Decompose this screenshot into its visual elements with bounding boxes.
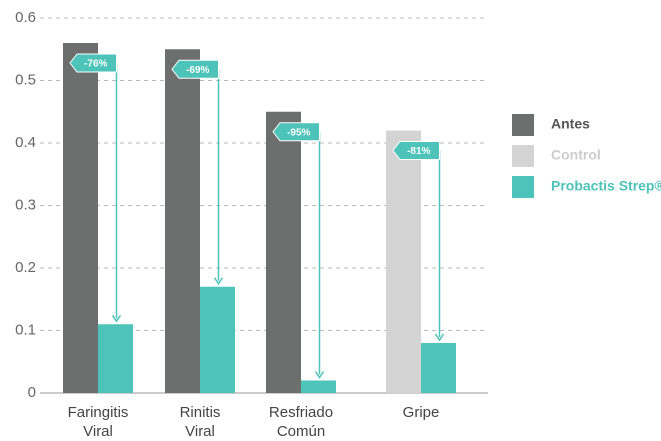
- bar: [200, 286, 235, 393]
- annotation: -95%: [287, 127, 310, 138]
- legend-swatch: [512, 145, 534, 167]
- y-tick-label: 0.1: [15, 321, 36, 338]
- arrow-head: [213, 277, 224, 286]
- arrow-head: [111, 314, 122, 323]
- annotation: -81%: [407, 146, 430, 157]
- x-tick-label: Rinitis Viral: [180, 404, 221, 440]
- x-tick-label: Faringitis Viral: [68, 404, 129, 440]
- bar: [165, 49, 200, 393]
- legend-swatch: [512, 114, 534, 136]
- annotation-tag: [171, 59, 219, 79]
- bar: [301, 380, 336, 393]
- y-tick-label: 0.4: [15, 134, 36, 151]
- x-tick-label: Gripe: [403, 404, 440, 421]
- annotation-tag: [272, 122, 320, 142]
- legend-label: Antes: [551, 116, 590, 132]
- bar: [266, 111, 301, 393]
- annotation: -76%: [84, 59, 107, 70]
- annotation: -69%: [186, 65, 209, 76]
- legend-label: Probactis Strep®: [551, 178, 661, 194]
- y-tick-label: 0.3: [15, 196, 36, 213]
- bar: [421, 343, 456, 393]
- y-tick-label: 0.5: [15, 71, 36, 88]
- bar: [63, 43, 98, 393]
- legend-label: Control: [551, 147, 601, 163]
- arrow-head: [434, 333, 445, 342]
- y-tick-label: 0.6: [15, 9, 36, 26]
- arrow-head: [314, 371, 325, 379]
- y-tick-label: 0: [28, 384, 36, 401]
- x-tick-label: Resfriado Común: [269, 404, 333, 440]
- bar: [98, 324, 133, 393]
- annotation-tag: [69, 53, 117, 73]
- legend-swatch: [512, 176, 534, 198]
- bar: [386, 130, 421, 393]
- annotation-tag: [392, 141, 440, 160]
- y-tick-label: 0.2: [15, 259, 36, 276]
